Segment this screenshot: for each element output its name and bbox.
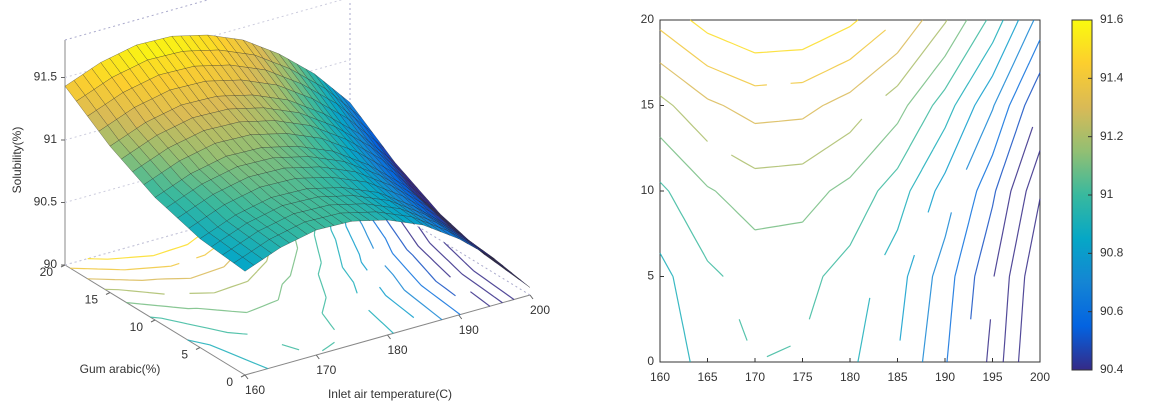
x-tick-label: 190	[935, 370, 955, 384]
box-edge	[64, 0, 210, 41]
y-tick	[240, 374, 246, 378]
y-tick-label: 10	[641, 183, 655, 197]
contour-line	[921, 19, 1035, 363]
y-tick-label: 5	[647, 269, 654, 283]
y-tick-label: 0	[226, 375, 233, 389]
y-tick-label: 20	[641, 12, 655, 26]
y-tick-label: 15	[641, 98, 655, 112]
contour-line	[659, 19, 1004, 363]
contour-line	[659, 19, 968, 231]
x-tick-label: 165	[697, 370, 717, 384]
x-axis-label: Inlet air temperature(C)	[328, 387, 452, 401]
contour-line	[443, 242, 515, 300]
contour-line	[899, 19, 1020, 341]
y-tick	[195, 347, 201, 350]
colorbar-tick-label: 91.2	[1100, 129, 1124, 143]
z-tick-label: 91	[44, 132, 58, 146]
contour-line	[659, 19, 923, 125]
x-tick-label: 170	[316, 363, 336, 377]
contour-line	[659, 19, 988, 358]
surface-patch	[233, 256, 255, 272]
x-tick-label: 195	[982, 370, 1002, 384]
colorbar-tick-label: 91.4	[1100, 71, 1124, 85]
z-tick-label: 90.5	[34, 195, 58, 209]
contour-line	[400, 220, 491, 307]
y-tick	[105, 292, 111, 295]
x-tick-label: 200	[1030, 370, 1050, 384]
contour-line	[689, 19, 859, 54]
colorbar-tick-label: 91.6	[1100, 12, 1124, 26]
x-tick-label: 175	[792, 370, 812, 384]
plot-frame	[659, 19, 1041, 363]
y-tick	[60, 264, 66, 268]
x-tick	[529, 294, 534, 300]
x-tick-label: 200	[530, 303, 550, 317]
x-tick-label: 190	[459, 323, 479, 337]
x-tick	[387, 334, 391, 340]
x-tick	[458, 314, 463, 320]
z-tick-label: 90	[44, 257, 58, 271]
contour-line	[1002, 150, 1041, 363]
y-tick-label: 15	[85, 293, 99, 307]
colorbar-tick-label: 90.4	[1100, 362, 1124, 376]
y-tick-label: 0	[647, 354, 654, 368]
surface	[64, 34, 531, 288]
z-axis-label: Solubility(%)	[10, 127, 24, 194]
y-tick	[150, 319, 156, 323]
x-tick	[244, 374, 249, 380]
colorbar-tick-label: 90.8	[1100, 246, 1124, 260]
contour-line	[986, 126, 1034, 363]
contour-plot: 160 165 170 175 180 185 190 195 200 0 5 10 15 20 90.4 9…	[641, 12, 1124, 384]
y-tick-label: 5	[181, 348, 188, 362]
grid-line	[64, 0, 343, 78]
x-tick-label: 170	[745, 370, 765, 384]
x-tick-label: 160	[650, 370, 670, 384]
y-axis-label: Gum arabic(%)	[80, 362, 161, 376]
z-tick-label: 91.5	[34, 70, 58, 84]
x-tick	[315, 354, 320, 360]
contour-line	[946, 39, 1041, 363]
x-tick-label: 180	[840, 370, 860, 384]
y-tick-label: 10	[130, 320, 144, 334]
surface-plot: 90 90.5 91 91.5 160 170 180 190 200 0 5 10 15 20	[34, 0, 550, 397]
contour-line	[970, 72, 1041, 320]
x-tick-label: 160	[245, 383, 265, 397]
x-tick-label: 180	[387, 343, 407, 357]
contour-line	[659, 19, 948, 170]
x-tick-label: 185	[887, 370, 907, 384]
contour-line	[418, 226, 503, 304]
contour-line	[659, 29, 886, 87]
contour-line	[1017, 198, 1041, 363]
colorbar-tick-label: 90.6	[1100, 304, 1124, 318]
colorbar-tick-label: 91	[1100, 187, 1114, 201]
y-tick-label: 20	[40, 265, 54, 279]
